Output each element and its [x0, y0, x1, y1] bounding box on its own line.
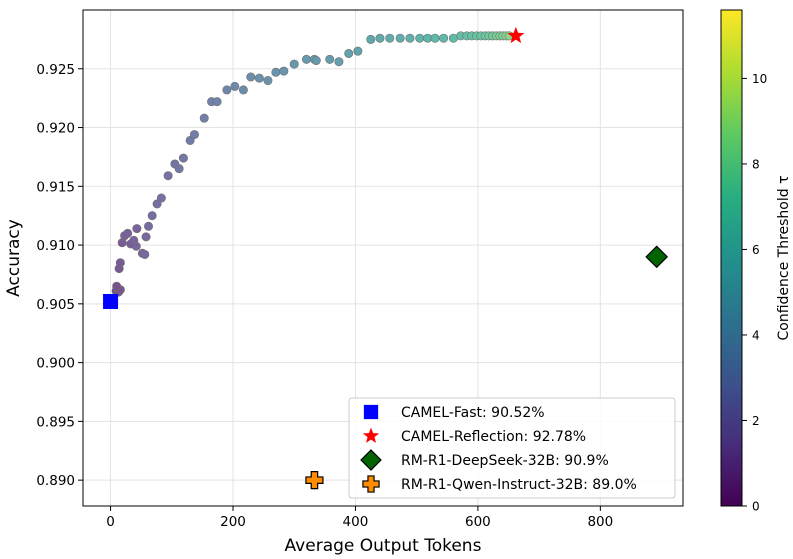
scatter-point: [230, 81, 240, 91]
x-tick-label: 200: [220, 514, 246, 530]
x-tick-label: 800: [587, 514, 613, 530]
legend-rm-r1-qwen-label: RM-R1-Qwen-Instruct-32B: 89.0%: [401, 477, 637, 493]
y-tick-label: 0.920: [36, 121, 75, 137]
scatter-point: [238, 85, 248, 95]
scatter-point: [430, 33, 440, 43]
scatter-point: [147, 211, 157, 221]
x-axis-ticks: 0 200 400 600 800: [106, 506, 613, 530]
legend-rm-r1-deepseek-label: RM-R1-DeepSeek-32B: 90.9%: [401, 453, 609, 469]
scatter-point: [311, 56, 321, 66]
colorbar-tick-label: 8: [752, 157, 760, 171]
legend-box: [348, 397, 676, 499]
scatter-point: [325, 54, 335, 64]
y-axis-ticks: 0.890 0.895 0.900 0.905 0.910 0.915 0.920 0.925: [36, 62, 83, 489]
x-tick-label: 600: [465, 514, 491, 530]
scatter-point: [344, 48, 354, 58]
scatter-point: [222, 85, 232, 95]
colorbar: 0 2 4 6 8 10 Confidence Threshold τ: [720, 9, 792, 514]
y-tick-label: 0.910: [36, 238, 75, 254]
y-tick-label: 0.915: [36, 179, 75, 195]
legend-rm-r1-qwen-marker: [362, 475, 380, 493]
scatter-point: [140, 249, 150, 259]
y-tick-label: 0.895: [36, 414, 75, 430]
rm-r1-qwen-marker: [305, 471, 324, 490]
colorbar-ticks: 0 2 4 6 8 10: [742, 72, 767, 514]
legend-camel-reflection-label: CAMEL-Reflection: 92.78%: [401, 429, 586, 445]
scatter-point: [115, 258, 125, 268]
colorbar-tick-label: 4: [752, 328, 760, 342]
colorbar-tick-label: 2: [752, 414, 760, 428]
scatter-point: [301, 54, 311, 64]
scatter-point: [141, 232, 151, 242]
scatter-point: [144, 221, 154, 231]
scatter-point: [189, 130, 199, 140]
x-tick-label: 0: [106, 514, 115, 530]
scatter-point: [156, 193, 166, 203]
scatter-point: [415, 33, 425, 43]
camel-reflection-marker: [507, 26, 525, 44]
scatter-point: [405, 33, 415, 43]
reference-markers: [103, 26, 669, 490]
x-axis-title: Average Output Tokens: [285, 536, 482, 556]
scatter-point: [212, 97, 222, 107]
scatter-point: [395, 33, 405, 43]
scatter-point: [131, 241, 141, 251]
scatter-point: [163, 171, 173, 181]
scatter-point: [385, 33, 395, 43]
rm-r1-deepseek-marker: [645, 245, 669, 269]
scatter-point: [199, 113, 209, 123]
scatter-point: [254, 73, 264, 83]
y-axis-title: Accuracy: [4, 219, 24, 297]
plot-frame: [82, 9, 684, 507]
y-tick-label: 0.925: [36, 62, 75, 78]
scatter-point: [246, 72, 256, 82]
legend-items: CAMEL-Fast: 90.52% CAMEL-Reflection: 92.7…: [360, 404, 637, 493]
legend: CAMEL-Fast: 90.52% CAMEL-Reflection: 92.7…: [348, 397, 676, 499]
scatter-point: [334, 57, 344, 67]
scatter-point: [263, 76, 273, 86]
colorbar-gradient: [720, 9, 743, 507]
scatter-points: [111, 31, 514, 297]
scatter-point: [132, 224, 142, 234]
legend-rm-r1-deepseek-marker: [360, 449, 382, 471]
legend-camel-reflection-marker: [362, 427, 380, 443]
colorbar-tick-label: 0: [752, 500, 760, 514]
scatter-point: [366, 34, 376, 44]
scatter-point: [289, 59, 299, 69]
legend-camel-fast-label: CAMEL-Fast: 90.52%: [401, 405, 545, 421]
scatter-point: [178, 153, 188, 163]
scatter-point: [353, 46, 363, 56]
camel-fast-marker: [103, 293, 119, 309]
y-tick-label: 0.890: [36, 473, 75, 489]
y-tick-label: 0.900: [36, 356, 75, 372]
scatter-point: [174, 164, 184, 174]
x-tick-label: 400: [343, 514, 369, 530]
scatter-point: [439, 33, 449, 43]
scatter-point: [375, 33, 385, 43]
colorbar-title: Confidence Threshold τ: [776, 175, 792, 340]
colorbar-tick-label: 10: [752, 72, 767, 86]
scatter-point: [279, 66, 289, 76]
legend-camel-fast-marker: [363, 404, 379, 420]
y-tick-label: 0.905: [36, 297, 75, 313]
scatter-point: [123, 228, 133, 238]
scatter-point: [112, 281, 122, 291]
scatter-point: [271, 67, 281, 77]
colorbar-tick-label: 6: [752, 243, 760, 257]
